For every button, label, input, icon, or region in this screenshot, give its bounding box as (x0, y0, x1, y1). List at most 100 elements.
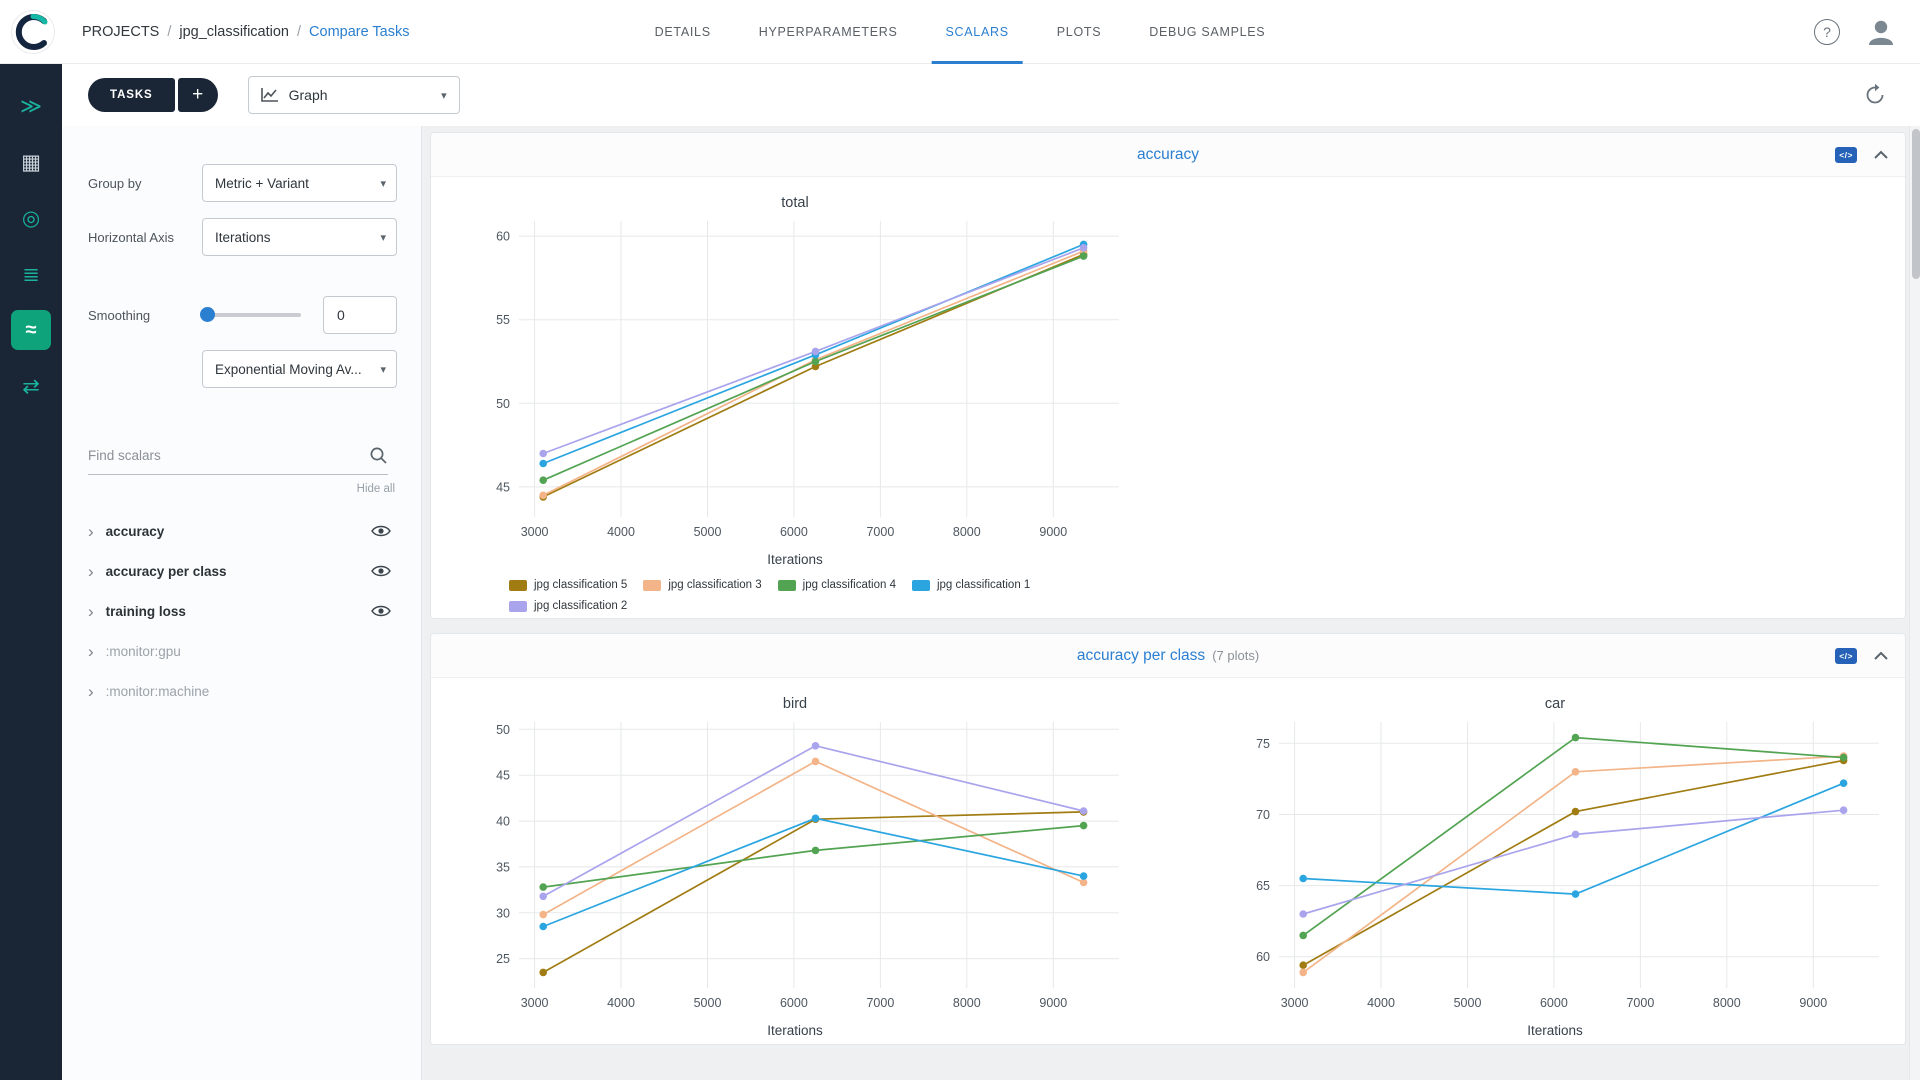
nav-datasets-icon[interactable]: ◎ (21, 206, 41, 230)
find-scalars-input[interactable] (88, 448, 369, 463)
legend-item[interactable]: jpg classification 1 (911, 579, 1030, 591)
svg-text:7000: 7000 (866, 525, 894, 539)
tab-scalars[interactable]: SCALARS (922, 0, 1033, 64)
svg-text:4000: 4000 (1367, 996, 1395, 1010)
chevron-right-icon[interactable]: › (88, 641, 94, 661)
x-axis-label: Iterations (1527, 1023, 1583, 1038)
hide-all-link[interactable]: Hide all (356, 483, 395, 495)
nav-pipelines-icon[interactable]: ≣ (22, 262, 40, 286)
breadcrumb-projects[interactable]: PROJECTS (82, 23, 160, 40)
x-axis-label: Iterations (767, 1023, 823, 1038)
smoothing-slider-knob[interactable] (200, 307, 215, 322)
eye-icon[interactable] (371, 524, 391, 538)
panel-actions: </> (1835, 133, 1889, 177)
x-axis-label: Iterations (767, 552, 823, 567)
chevron-right-icon[interactable]: › (88, 521, 94, 541)
group-by-select[interactable]: Metric + Variant ▾ (202, 164, 397, 202)
add-task-button[interactable]: + (177, 78, 218, 112)
plot-title: car (1544, 696, 1566, 712)
legend-item[interactable]: jpg classification 3 (643, 579, 762, 591)
scalar-group-accuracy[interactable]: › accuracy (62, 511, 421, 551)
clearml-logo[interactable] (10, 9, 56, 55)
legend-item[interactable]: jpg classification 5 (509, 579, 627, 591)
svg-text:5000: 5000 (1454, 996, 1482, 1010)
tab-debug-samples[interactable]: DEBUG SAMPLES (1149, 25, 1266, 39)
nav-projects-icon[interactable]: ▦ (21, 150, 41, 174)
scalar-group-monitor-machine[interactable]: › :monitor:machine (62, 671, 421, 711)
scalar-group-label: :monitor:machine (105, 683, 210, 699)
help-icon[interactable]: ? (1814, 18, 1840, 45)
vertical-scrollbar[interactable] (1909, 126, 1920, 1080)
tasks-button[interactable]: TASKS (88, 78, 175, 112)
chevron-down-icon: ▾ (441, 89, 447, 102)
legend-item[interactable]: jpg classification 4 (777, 579, 896, 591)
charts-row: bird 3000 4000 5000 6000 7000 8000 9000 25 30 35 40… (431, 678, 1905, 1044)
tab-plots[interactable]: PLOTS (1056, 25, 1102, 39)
panel-accuracy: accuracy </> total 3000 4000 5000 6000 7000 8000… (430, 132, 1906, 619)
scalar-group-label: :monitor:gpu (105, 643, 181, 659)
plot-title: bird (782, 696, 808, 712)
legend-label: jpg classification 4 (802, 579, 896, 591)
tab-hyperparameters[interactable]: HYPERPARAMETERS (758, 25, 898, 39)
collapse-panel-icon[interactable] (1873, 150, 1889, 160)
plot-svg: 3000 4000 5000 6000 7000 8000 9000 60 65 70 75 (1256, 722, 1879, 1010)
legend-item[interactable]: jpg classification 2 (509, 600, 627, 612)
chevron-right-icon[interactable]: › (88, 601, 94, 621)
chart-canvas[interactable]: 3000 4000 5000 6000 7000 8000 9000 60 65 70 75 (1205, 712, 1905, 1023)
tab-details[interactable]: DETAILS (654, 25, 711, 39)
chevron-down-icon: ▾ (380, 177, 386, 190)
scalar-group-training-loss[interactable]: › training loss (62, 591, 421, 631)
plot-total: total 3000 4000 5000 6000 7000 8000 9000 45 50 55 6… (445, 181, 1145, 612)
breadcrumb: PROJECTS / jpg_classification / Compare … (82, 24, 410, 40)
nav-workers-icon[interactable]: ⇄ (22, 374, 40, 398)
svg-text:25: 25 (496, 952, 510, 966)
tasks-button-group: TASKS + (88, 78, 218, 112)
charts-row: total 3000 4000 5000 6000 7000 8000 9000 45 50 55 6… (431, 177, 1905, 618)
svg-text:55: 55 (496, 313, 510, 327)
embed-code-icon[interactable]: </> (1835, 147, 1857, 163)
chart-canvas[interactable]: 3000 4000 5000 6000 7000 8000 9000 25 30 35 40 45 50 (445, 712, 1145, 1023)
svg-text:50: 50 (496, 723, 510, 737)
chart-canvas[interactable]: 3000 4000 5000 6000 7000 8000 9000 45 50 55 60 (445, 211, 1145, 552)
smoothing-type-select[interactable]: Exponential Moving Av... ▾ (202, 350, 397, 388)
svg-text:40: 40 (496, 815, 510, 829)
embed-code-icon[interactable]: </> (1835, 648, 1857, 664)
user-avatar[interactable] (1864, 15, 1898, 49)
person-icon (1869, 20, 1893, 45)
svg-text:7000: 7000 (866, 996, 894, 1010)
group-by-label: Group by (88, 175, 142, 191)
smoothing-type-value: Exponential Moving Av... (215, 361, 362, 377)
legend-swatch (911, 579, 930, 591)
workspace: TASKS + Graph ▾ (62, 64, 1920, 1080)
search-icon (370, 447, 387, 464)
group-by-row: Group by Metric + Variant ▾ (62, 164, 421, 202)
view-mode-select[interactable]: Graph ▾ (247, 76, 460, 114)
smoothing-label: Smoothing (88, 307, 151, 323)
collapse-panel-icon[interactable] (1873, 651, 1889, 661)
chevron-down-icon: ▾ (380, 231, 386, 244)
chevron-right-icon[interactable]: › (88, 561, 94, 581)
scrollbar-thumb[interactable] (1911, 129, 1920, 279)
panel-header: accuracy </> (431, 133, 1905, 177)
auto-refresh-button[interactable] (1856, 76, 1894, 114)
svg-text:7000: 7000 (1626, 996, 1654, 1010)
breadcrumb-separator: / (167, 23, 172, 40)
svg-text:50: 50 (496, 397, 510, 411)
scalar-group-accuracy-per-class[interactable]: › accuracy per class (62, 551, 421, 591)
legend-label: jpg classification 3 (668, 579, 762, 591)
horizontal-axis-select[interactable]: Iterations ▾ (202, 218, 397, 256)
nav-getting-started-icon[interactable]: ≫ (20, 94, 42, 118)
svg-text:6000: 6000 (780, 525, 808, 539)
breadcrumb-separator: / (297, 23, 302, 40)
content-region: Group by Metric + Variant ▾ Horizontal A… (62, 126, 1920, 1080)
eye-icon[interactable] (371, 604, 391, 618)
eye-icon[interactable] (371, 564, 391, 578)
smoothing-slider[interactable] (200, 307, 301, 322)
svg-text:35: 35 (496, 860, 510, 874)
scalar-group-monitor-gpu[interactable]: › :monitor:gpu (62, 631, 421, 671)
breadcrumb-project-name[interactable]: jpg_classification (179, 23, 289, 40)
smoothing-value-input[interactable] (323, 296, 397, 334)
chevron-right-icon[interactable]: › (88, 681, 94, 701)
nav-scalars-icon[interactable]: ≈ (11, 310, 51, 350)
